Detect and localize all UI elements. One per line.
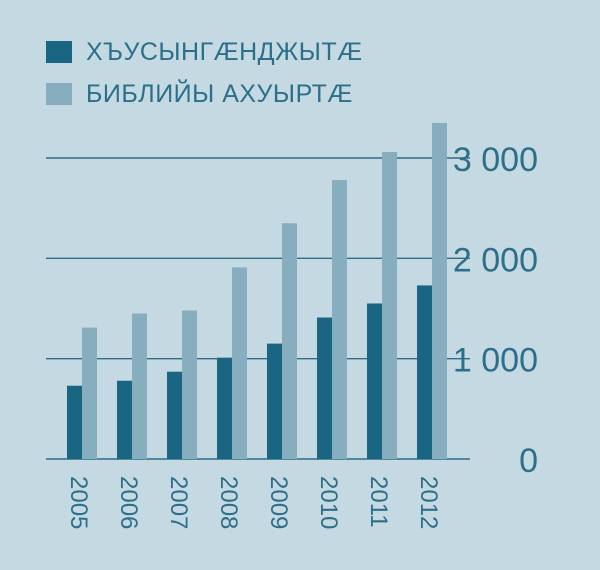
x-axis-ticks: 2005 2006 2007 2008 2009 2010 2011 2012: [65, 476, 442, 529]
bar-bible-studies-2005: [82, 327, 97, 459]
bar-bible-studies-2011: [382, 151, 397, 460]
xtick-label-2011: 2011: [365, 476, 392, 528]
ytick-label-1000: 1 000: [453, 342, 538, 380]
bar-converts-2009: [267, 343, 282, 459]
legend-swatch-bible-studies: [46, 83, 72, 105]
xtick-label-2008: 2008: [215, 476, 242, 529]
xtick-label-2006: 2006: [115, 476, 142, 529]
bar-bible-studies-2010: [332, 180, 347, 459]
bar-converts-2010: [317, 317, 332, 459]
bar-bible-studies-2006: [132, 313, 147, 459]
legend-label-converts: ХЪУСЫНГÆНДЖЫТÆ: [86, 37, 363, 66]
bar-bible-studies-2007: [182, 310, 197, 459]
bars-layer: [67, 122, 447, 460]
grid-layer: [46, 157, 470, 460]
xtick-label-2007: 2007: [165, 476, 192, 529]
bar-converts-2012: [417, 285, 432, 459]
bar-bible-studies-2012: [432, 122, 447, 459]
legend-label-bible-studies: БИБЛИЙЫ АХУЫРТÆ: [86, 79, 353, 108]
y-axis-ticks: 0 1 000 2 000 3 000: [453, 141, 538, 480]
legend-item-converts: ХЪУСЫНГÆНДЖЫТÆ: [46, 38, 363, 66]
bar-converts-2007: [167, 371, 182, 459]
ytick-label-3000: 3 000: [453, 141, 538, 179]
ytick-label-0: 0: [519, 442, 538, 480]
legend-item-bible-studies: БИБЛИЙЫ АХУЫРТÆ: [46, 80, 363, 108]
bar-converts-2008: [217, 357, 232, 459]
bar-converts-2006: [117, 380, 132, 459]
bar-bible-studies-2009: [282, 223, 297, 459]
bar-converts-2005: [67, 385, 82, 459]
bar-bible-studies-2008: [232, 267, 247, 459]
xtick-label-2005: 2005: [65, 476, 92, 529]
xtick-label-2010: 2010: [315, 476, 342, 529]
xtick-label-2009: 2009: [265, 476, 292, 529]
xtick-label-2012: 2012: [415, 476, 442, 529]
legend-swatch-converts: [46, 41, 72, 63]
ytick-label-2000: 2 000: [453, 241, 538, 279]
bar-converts-2011: [367, 303, 382, 459]
legend: ХЪУСЫНГÆНДЖЫТÆ БИБЛИЙЫ АХУЫРТÆ: [46, 38, 363, 122]
